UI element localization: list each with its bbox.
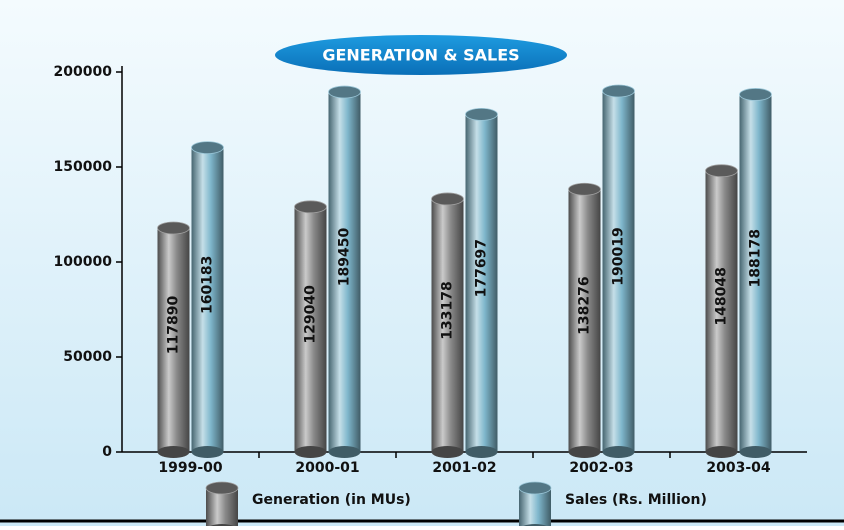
bar-body (191, 147, 224, 453)
bar-body (157, 228, 190, 452)
legend-swatch (205, 481, 239, 530)
value-label: 177697 (474, 239, 490, 297)
bar-bottom (602, 446, 635, 458)
bar-body (705, 170, 738, 452)
bar-body (568, 189, 601, 452)
bar-top (465, 107, 498, 121)
bar-body (602, 90, 635, 452)
bar-top (294, 200, 327, 214)
bar (739, 88, 772, 458)
bar-body (294, 206, 327, 452)
bar-top (602, 84, 635, 98)
bar-bottom (157, 446, 190, 458)
bar (705, 164, 738, 458)
bar (328, 85, 361, 458)
bar-bottom (465, 446, 498, 458)
bar (157, 221, 190, 458)
bar-top (191, 141, 224, 155)
y-tick-label: 150000 (54, 159, 113, 175)
value-label: 188178 (748, 229, 764, 287)
bar-top (568, 182, 601, 196)
value-label: 189450 (337, 228, 353, 287)
x-tick-label: 1999-00 (158, 460, 223, 476)
value-label: 148048 (714, 267, 730, 325)
x-tick-label: 2000-01 (295, 460, 359, 476)
bar-bottom (705, 446, 738, 458)
bar-bottom (568, 446, 601, 458)
bar-bottom (431, 446, 464, 458)
bar-body (465, 114, 498, 452)
chart-title: GENERATION & SALES (322, 46, 519, 65)
bar-bottom (739, 446, 772, 458)
value-label: 138276 (577, 276, 593, 334)
bar-top (705, 164, 738, 178)
value-label: 160183 (200, 256, 216, 314)
bar-body (328, 92, 361, 453)
bar-top (739, 88, 772, 101)
bar (294, 200, 327, 458)
y-tick-label: 200000 (54, 64, 113, 80)
bar-body (519, 488, 551, 530)
value-label: 133178 (440, 281, 456, 339)
x-tick-label: 2001-02 (432, 460, 496, 476)
bar-top (328, 85, 361, 99)
bar-bottom (328, 446, 361, 458)
legend-swatch (518, 481, 552, 530)
bar (602, 84, 635, 458)
bar-top (431, 192, 464, 206)
bar-top (157, 221, 190, 235)
bar (431, 192, 464, 458)
bar-body (431, 198, 464, 452)
bar (465, 107, 498, 458)
legend-label: Sales (Rs. Million) (565, 492, 707, 508)
y-tick-label: 0 (102, 444, 112, 460)
title-badge (275, 35, 567, 75)
x-tick-label: 2003-04 (706, 460, 771, 476)
bar-bottom (294, 446, 327, 458)
bar (191, 141, 224, 458)
bar-body (739, 94, 772, 453)
x-tick-label: 2002-03 (569, 460, 633, 476)
value-label: 117890 (166, 296, 182, 355)
bar (568, 182, 601, 458)
bar-bottom (191, 446, 224, 458)
bar-top (518, 481, 552, 495)
value-label: 129040 (303, 285, 319, 344)
value-label: 190019 (611, 227, 627, 285)
bar-top (205, 481, 239, 495)
y-tick-label: 100000 (54, 254, 113, 270)
bar-body (206, 488, 238, 530)
legend-label: Generation (in MUs) (252, 492, 411, 508)
y-tick-label: 50000 (63, 349, 112, 365)
